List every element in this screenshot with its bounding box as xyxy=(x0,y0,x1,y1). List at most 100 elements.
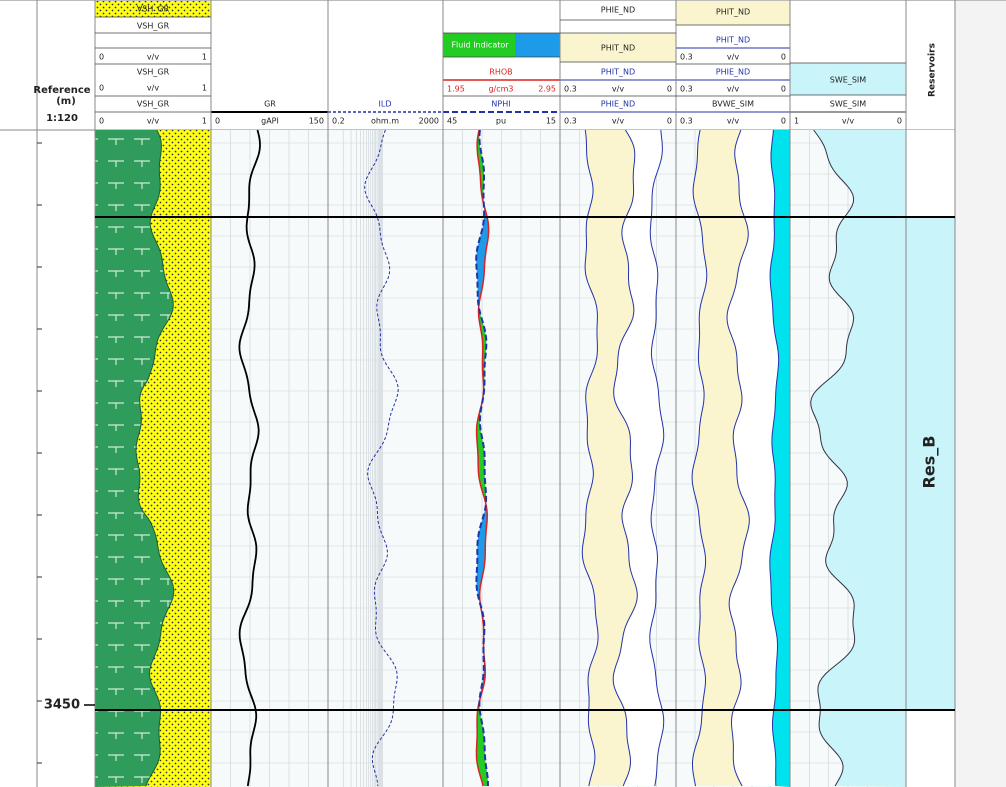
crossover-fill xyxy=(478,474,485,478)
curve-name: PHIE_ND xyxy=(601,6,635,15)
scale-left: 1.95 xyxy=(447,85,465,94)
scale-unit: v/v xyxy=(147,53,159,62)
bvwe-curve xyxy=(726,130,750,787)
curve-name: RHOB xyxy=(489,68,512,77)
curve-name: SWE_SIM xyxy=(830,76,866,85)
crossover-fill xyxy=(478,238,489,242)
scale-unit: v/v xyxy=(612,85,624,94)
scale-right: 2.95 xyxy=(538,85,556,94)
phit-swatch xyxy=(560,33,676,62)
crossover-fill xyxy=(477,546,486,550)
log-body xyxy=(95,130,955,787)
fluid-swatch-blue xyxy=(515,33,560,57)
reservoir-fill xyxy=(906,217,955,710)
curve-name: VSH_GR xyxy=(137,68,170,77)
crossover-fill xyxy=(482,226,489,230)
scale-left: 0 xyxy=(99,84,104,93)
fluid-swatch-green xyxy=(443,33,515,57)
crossover-fill xyxy=(477,442,484,446)
bvwe-curve xyxy=(691,130,708,787)
curve-name: PHIT_ND xyxy=(716,36,750,45)
crossover-fill xyxy=(478,770,488,774)
crossover-fill xyxy=(477,730,484,734)
crossover-fill xyxy=(477,538,486,542)
reference-label: Reference xyxy=(33,85,90,96)
curve-name: NPHI xyxy=(491,100,510,109)
swe-curve xyxy=(810,130,856,787)
swe-header: SWE_SIM SWE_SIM 1 v/v 0 xyxy=(790,76,906,126)
scale-unit: v/v xyxy=(727,53,739,62)
crossover-fill xyxy=(479,774,488,778)
scale-unit: v/v xyxy=(842,117,854,126)
scale-left: 0 xyxy=(99,53,104,62)
crossover-fill xyxy=(479,478,486,482)
scale-right: 0 xyxy=(667,117,672,126)
crossover-fill xyxy=(476,746,485,750)
depth-scale: 1:120 xyxy=(46,113,78,124)
scale-left: 0.3 xyxy=(564,85,577,94)
scale-left: 0 xyxy=(215,117,220,126)
crossover-fill xyxy=(477,762,486,766)
crossover-fill xyxy=(476,754,486,758)
curve-name: PHIT_ND xyxy=(716,8,750,17)
phit-swatch-2 xyxy=(676,1,790,25)
vsh-curve xyxy=(135,130,175,787)
crossover-fill xyxy=(476,738,485,742)
density-header: Fluid Indicator RHOB 1.95 g/cm3 2.95 NPH… xyxy=(443,41,560,126)
swe-fill xyxy=(810,130,906,787)
porosity-header: PHIE_ND PHIT_ND PHIT_ND 0.3 v/v 0 PHIE_N… xyxy=(560,6,676,126)
scale-unit: gAPI xyxy=(261,117,279,126)
crossover-fill xyxy=(476,254,486,258)
crossover-fill xyxy=(477,242,488,246)
crossover-fill xyxy=(477,282,484,286)
phit-fill xyxy=(692,130,750,786)
crossover-fill xyxy=(477,734,485,738)
depth-header: Reference (m) 1:120 xyxy=(33,85,90,124)
phie-fill xyxy=(613,130,664,786)
crossover-fill xyxy=(477,274,485,278)
porosity-curve xyxy=(581,130,599,787)
bvwe-curve xyxy=(769,130,780,787)
scale-unit: g/cm3 xyxy=(488,85,513,94)
scale-left: 0.3 xyxy=(680,117,693,126)
phit-fill xyxy=(582,130,638,786)
scale-right: 0 xyxy=(781,117,786,126)
scale-left: 0.3 xyxy=(680,85,693,94)
curve-name: VSH_GR xyxy=(137,100,170,109)
scale-unit: v/v xyxy=(727,117,739,126)
scale-unit: v/v xyxy=(147,117,159,126)
shale-fill xyxy=(95,130,174,787)
crossover-fill xyxy=(476,578,482,582)
crossover-fill xyxy=(476,742,485,746)
scale-right: 15 xyxy=(546,117,556,126)
curve-name: PHIE_ND xyxy=(716,68,750,77)
crossover-fill xyxy=(476,270,485,274)
crossover-fill xyxy=(480,778,488,782)
track-background xyxy=(328,130,443,787)
scale-right: 150 xyxy=(309,117,324,126)
phie-fill xyxy=(727,130,779,786)
crossover-fill xyxy=(476,566,485,570)
crossover-fill xyxy=(477,450,485,454)
scale-right: 2000 xyxy=(419,117,439,126)
scale-left: 0.2 xyxy=(332,117,345,126)
scale-right: 0 xyxy=(781,85,786,94)
curve-name: PHIE_ND xyxy=(601,100,635,109)
gr-header: GR 0 gAPI 150 xyxy=(211,100,328,126)
crossover-fill xyxy=(477,446,485,450)
crossover-fill xyxy=(476,250,487,254)
nphi-curve xyxy=(475,130,489,787)
depth-unit: (m) xyxy=(56,96,76,107)
crossover-fill xyxy=(477,454,485,458)
crossover-fill xyxy=(478,470,485,474)
swe-swatch xyxy=(790,63,906,95)
scale-right: 1 xyxy=(202,84,207,93)
crossover-fill xyxy=(478,466,485,470)
crossover-fill xyxy=(477,542,486,546)
vsh-header: VSH_GR VSH_GR 0 v/v 1 VSH_GR 0 v/v 1 VSH… xyxy=(99,5,207,126)
scale-right: 0 xyxy=(667,85,672,94)
crossover-fill xyxy=(477,554,486,558)
crossover-fill xyxy=(478,462,485,466)
rhob-curve xyxy=(475,130,490,787)
